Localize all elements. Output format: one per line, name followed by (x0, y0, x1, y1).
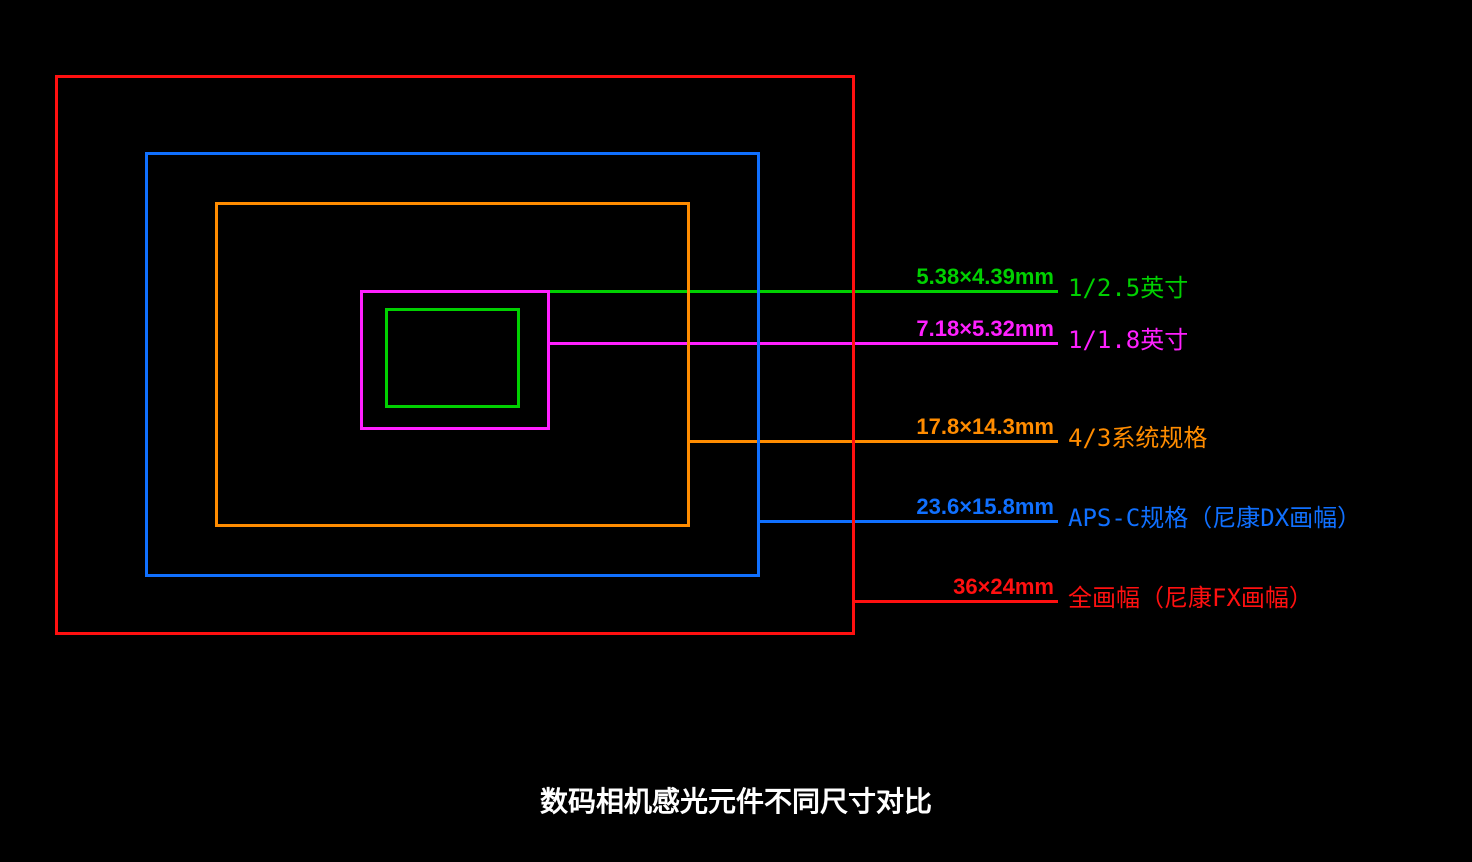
leader-line-full-frame (855, 600, 1058, 603)
desc-label-four-thirds: 4/3系统规格 (1068, 418, 1207, 453)
desc-label-one-2-5: 1/2.5英寸 (1068, 268, 1188, 303)
desc-label-one-1-8: 1/1.8英寸 (1068, 320, 1188, 355)
sensor-rect-one-2-5 (385, 308, 520, 408)
dim-label-four-thirds: 17.8×14.3mm (916, 414, 1054, 440)
desc-label-full-frame: 全画幅（尼康FX画幅） (1068, 578, 1313, 613)
desc-label-aps-c: APS-C规格（尼康DX画幅） (1068, 498, 1361, 533)
dim-label-one-1-8: 7.18×5.32mm (916, 316, 1054, 342)
dim-label-one-2-5: 5.38×4.39mm (916, 264, 1054, 290)
sensor-comparison-diagram: 数码相机感光元件不同尺寸对比 36×24mm 全画幅（尼康FX画幅） 23.6×15… (0, 0, 1472, 862)
diagram-caption: 数码相机感光元件不同尺寸对比 (0, 780, 1472, 820)
dim-label-full-frame: 36×24mm (953, 574, 1054, 600)
dim-label-aps-c: 23.6×15.8mm (916, 494, 1054, 520)
